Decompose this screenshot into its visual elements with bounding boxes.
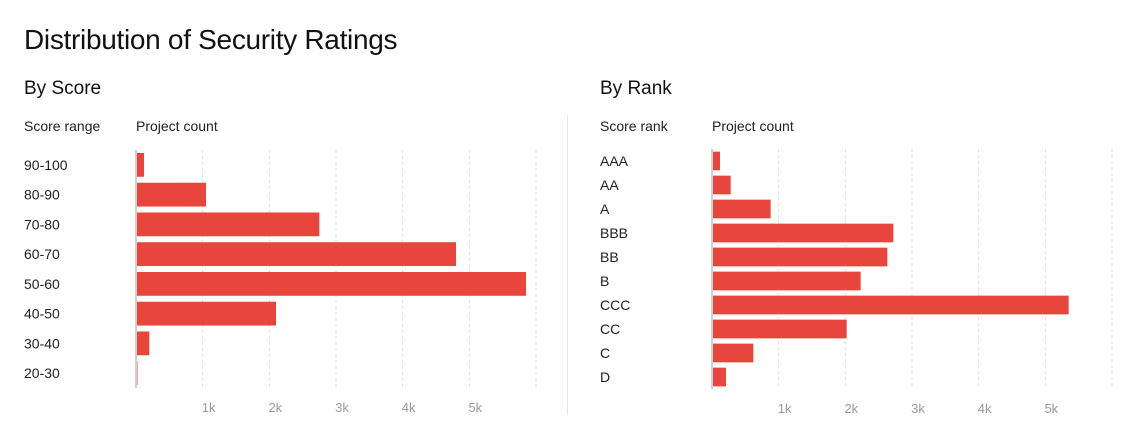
bar <box>712 295 1069 315</box>
bar <box>712 247 888 267</box>
category-label: CC <box>600 321 620 337</box>
bar <box>136 271 526 296</box>
x-tick-label: 1k <box>778 401 792 416</box>
x-tick-label: 3k <box>911 401 925 416</box>
x-tick-label: 4k <box>402 400 416 415</box>
rank-value-header: Project count <box>712 118 794 134</box>
score-bar-chart: 1k 2k 3k 4k 5k 90-100 80-90 70-80 60-70 50-60 40-5… <box>24 150 537 415</box>
bar <box>712 343 754 363</box>
category-label: A <box>600 201 610 217</box>
category-label: 70-80 <box>24 216 60 232</box>
x-tick-label: 2k <box>844 401 858 416</box>
category-label: BBB <box>600 225 628 241</box>
category-label: 80-90 <box>24 187 60 203</box>
category-label: 20-30 <box>24 365 60 381</box>
bar <box>136 182 206 207</box>
category-label: D <box>600 369 610 385</box>
score-category-header: Score range <box>24 118 101 134</box>
category-label: 60-70 <box>24 246 60 262</box>
bar <box>136 242 456 267</box>
bar <box>136 301 276 326</box>
x-tick-label: 5k <box>468 400 482 415</box>
x-tick-label: 4k <box>978 401 992 416</box>
bar <box>136 152 144 177</box>
bar <box>136 212 320 237</box>
category-label: CCC <box>600 297 630 313</box>
x-tick-label: 3k <box>335 400 349 415</box>
category-label: C <box>600 345 610 361</box>
category-label: 30-40 <box>24 335 60 351</box>
category-label: 90-100 <box>24 157 68 173</box>
bar <box>712 199 771 219</box>
category-label: BB <box>600 249 619 265</box>
bar <box>712 151 720 171</box>
bar <box>712 223 894 243</box>
category-label: AAA <box>600 153 629 169</box>
category-label: B <box>600 273 609 289</box>
rank-panel: By Rank Score rank Project count 1k 2k 3k 4… <box>576 0 1136 440</box>
panel-divider <box>567 115 568 415</box>
bar <box>712 175 731 195</box>
x-tick-label: 1k <box>202 400 216 415</box>
bar <box>136 331 150 356</box>
score-chart-subtitle: By Score <box>24 78 102 99</box>
bar <box>712 271 861 291</box>
x-tick-label: 2k <box>268 400 282 415</box>
rank-category-header: Score rank <box>600 118 668 134</box>
category-label: 40-50 <box>24 306 60 322</box>
rank-chart-subtitle: By Rank <box>600 78 672 99</box>
page-title: Distribution of Security Ratings <box>24 24 398 55</box>
score-value-header: Project count <box>136 118 218 134</box>
score-panel: By Score Score range Project count 1k 2k 3… <box>24 78 537 415</box>
bar <box>712 367 726 387</box>
x-tick-label: 5k <box>1044 401 1058 416</box>
bar <box>712 319 847 339</box>
category-label: 50-60 <box>24 276 60 292</box>
category-label: AA <box>600 177 619 193</box>
